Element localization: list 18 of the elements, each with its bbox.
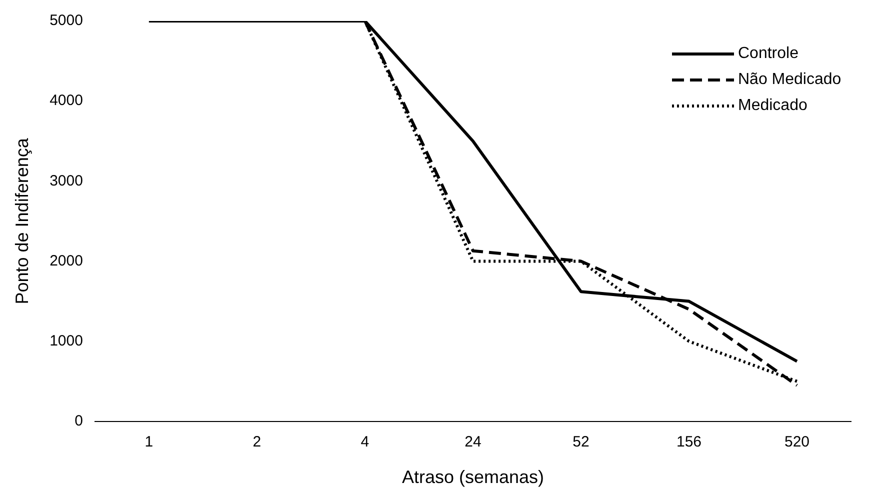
y-tick-label: 4000 bbox=[50, 92, 83, 110]
x-tick-label: 156 bbox=[676, 434, 702, 451]
y-tick-label: 0 bbox=[74, 412, 83, 430]
x-axis-title: Atraso (semanas) bbox=[402, 467, 544, 488]
y-tick-label: 5000 bbox=[50, 12, 83, 30]
y-tick-label: 2000 bbox=[50, 252, 83, 270]
x-tick-label: 52 bbox=[572, 434, 590, 451]
legend-label: Medicado bbox=[738, 97, 808, 115]
legend-label: Controle bbox=[738, 45, 798, 63]
x-tick-label: 2 bbox=[252, 434, 262, 451]
x-tick-label: 520 bbox=[784, 434, 810, 451]
legend-label: Não Medicado bbox=[738, 71, 842, 89]
x-tick-label: 1 bbox=[144, 434, 154, 451]
y-axis-title: Ponto de Indiferença bbox=[12, 137, 32, 304]
y-tick-label: 3000 bbox=[50, 172, 83, 190]
y-tick-label: 1000 bbox=[50, 332, 83, 350]
x-tick-label: 4 bbox=[360, 434, 370, 451]
x-tick-label: 24 bbox=[464, 434, 482, 451]
